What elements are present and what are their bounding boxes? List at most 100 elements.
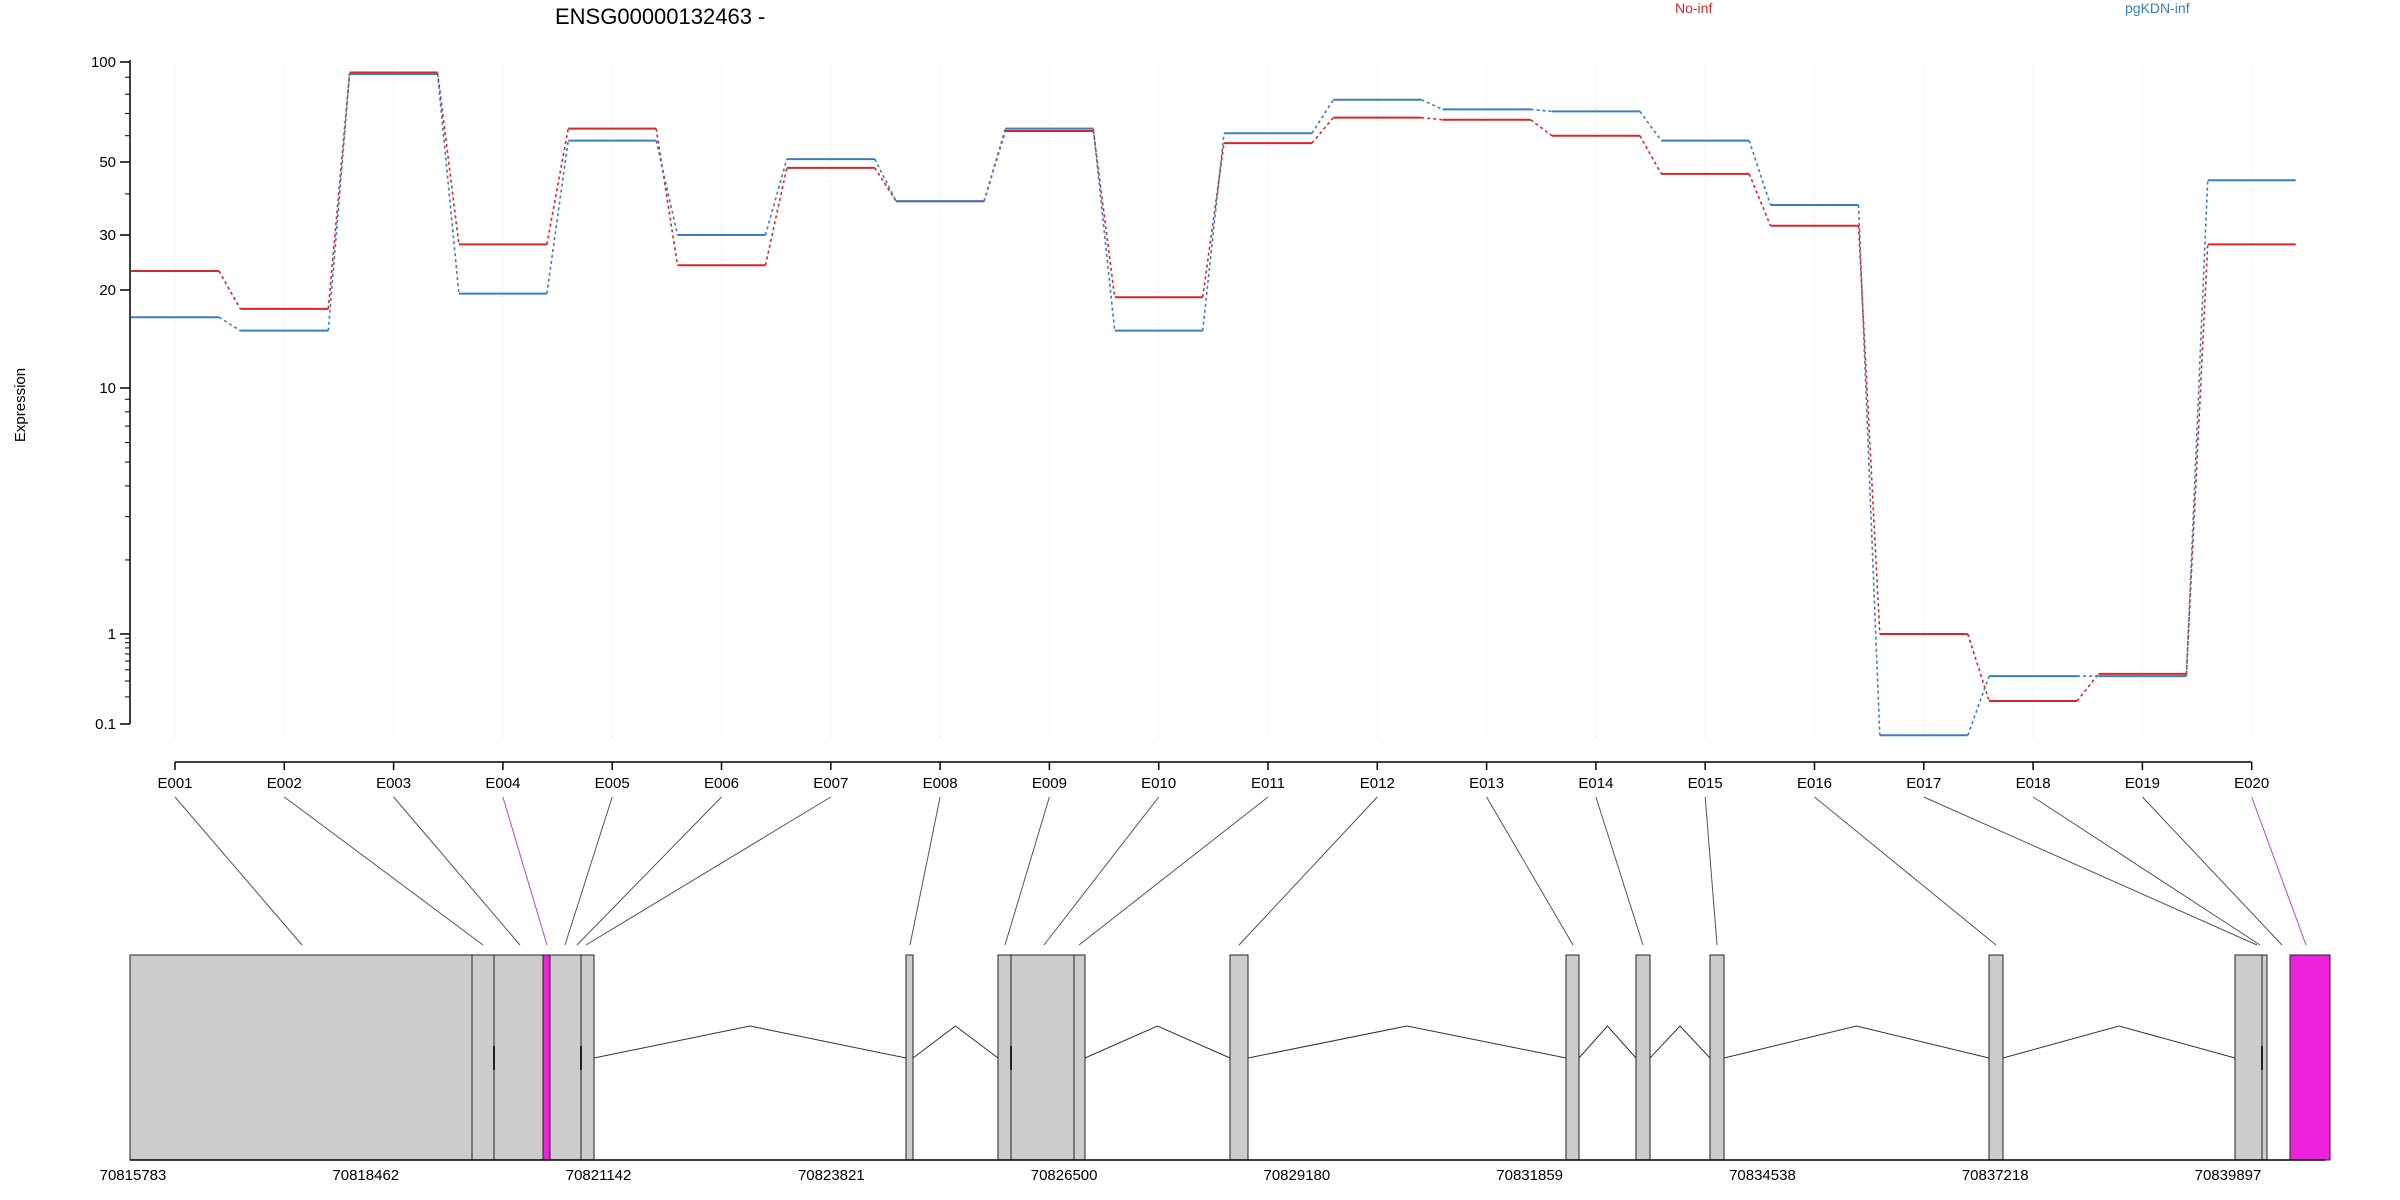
coordinate-label: 70815783 [100,1167,167,1184]
series-0-connector [1421,116,1443,121]
exon-connector [1043,796,1160,946]
exon-connector [174,796,303,946]
series-1-connector [1311,99,1334,134]
x-tick-label: E005 [595,775,630,792]
x-tick-label: E016 [1797,775,1832,792]
series-1-connector [436,73,460,294]
exon-box [997,954,1012,1161]
series-0-connector [1530,119,1553,137]
series-0-connector [1201,142,1225,298]
x-tick-label: E011 [1251,775,1285,792]
series-1-connector [1748,140,1772,206]
series-1-connector [327,73,351,331]
series-1-connector [983,128,1007,202]
intron-line [912,1025,999,1059]
exon-connector [1004,796,1050,946]
coordinate-label: 70837218 [1962,1167,2029,1184]
series-1-connector [1420,98,1443,111]
exon-box [1073,954,1086,1161]
exon-connector [585,796,832,946]
x-tick-label: E002 [267,775,302,792]
y-tick-label: 30 [99,227,116,244]
x-tick-label: E015 [1688,775,1723,792]
series-1-connector [1092,128,1116,331]
coordinate-label: 70831859 [1496,1167,1563,1184]
exon-connector [576,796,722,946]
series-1-connector [655,140,679,236]
series-1-connector [1967,675,1990,736]
intron-line [1578,1025,1637,1059]
exon-connector [1814,796,1997,946]
x-tick-label: E007 [813,775,848,792]
exon-connector [502,796,548,946]
exon-box [580,954,595,1161]
y-axis-label: Expression [12,368,29,442]
exon-box [1565,954,1580,1161]
series-1-connector [1639,110,1662,142]
intron-line [2002,1025,2236,1059]
series-0-connector [1092,130,1116,298]
exon-box [2234,954,2263,1161]
coordinate-label: 70829180 [1264,1167,1331,1184]
series-1-connector [2185,180,2209,677]
intron-line [593,1025,907,1059]
series-0-connector [655,128,679,266]
x-tick-label: E013 [1469,775,1504,792]
intron-line [1084,1025,1231,1059]
series-0-connector [1311,117,1334,144]
y-tick-label: 50 [99,154,116,171]
series-1-connector [546,140,569,294]
x-tick-label: E009 [1032,775,1067,792]
series-0-connector [1748,173,1772,227]
exon-box [471,954,495,1161]
x-tick-label: E003 [376,775,411,792]
x-tick-label: E014 [1578,775,1613,792]
exon-box [905,954,914,1161]
x-tick-label: E006 [704,775,739,792]
highlighted-exon-box [2289,954,2331,1161]
exon-connector [1595,796,1644,946]
x-tick-label: E004 [485,775,520,792]
coordinate-label: 70826500 [1031,1167,1098,1184]
exon-box [1010,954,1075,1161]
x-tick-label: E012 [1360,775,1395,792]
exon-connector [1238,796,1378,946]
exon-connector [2251,796,2307,946]
highlighted-exon-box [542,954,551,1161]
exon-box [549,954,582,1161]
intron-line [1247,1025,1567,1059]
series-0-connector [436,72,460,245]
exon-box [1988,954,2004,1161]
series-0-connector [1639,135,1662,175]
y-tick-label: 20 [99,282,116,299]
exon-connector [2142,796,2283,946]
y-tick-label: 10 [99,380,116,397]
series-0-connector [1967,633,1990,702]
series-0-connector [764,167,788,266]
x-tick-label: E008 [923,775,958,792]
intron-line [1649,1025,1711,1059]
series-1-connector [1201,133,1225,331]
series-0-connector [218,270,241,310]
series-1-connector [1530,108,1552,113]
exon-connector [1078,796,1269,946]
exon-connector [1704,796,1718,946]
y-tick-label: 1 [108,626,116,643]
series-0-connector [1857,225,1881,635]
x-tick-label: E001 [157,775,192,792]
series-0-connector [874,167,897,202]
exon-box [493,954,544,1161]
chart-title: ENSG00000132463 - [555,4,765,29]
y-tick-label: 100 [91,54,116,71]
x-tick-label: E017 [1906,775,1941,792]
intron-line [1723,1025,1990,1059]
exon-box [1709,954,1725,1161]
x-tick-label: E018 [2016,775,2051,792]
coordinate-label: 70834538 [1729,1167,1796,1184]
exon-connector [564,796,613,946]
coordinate-label: 70839897 [2195,1167,2262,1184]
coordinate-label: 70821142 [566,1167,632,1184]
series-0-connector [2076,673,2100,702]
